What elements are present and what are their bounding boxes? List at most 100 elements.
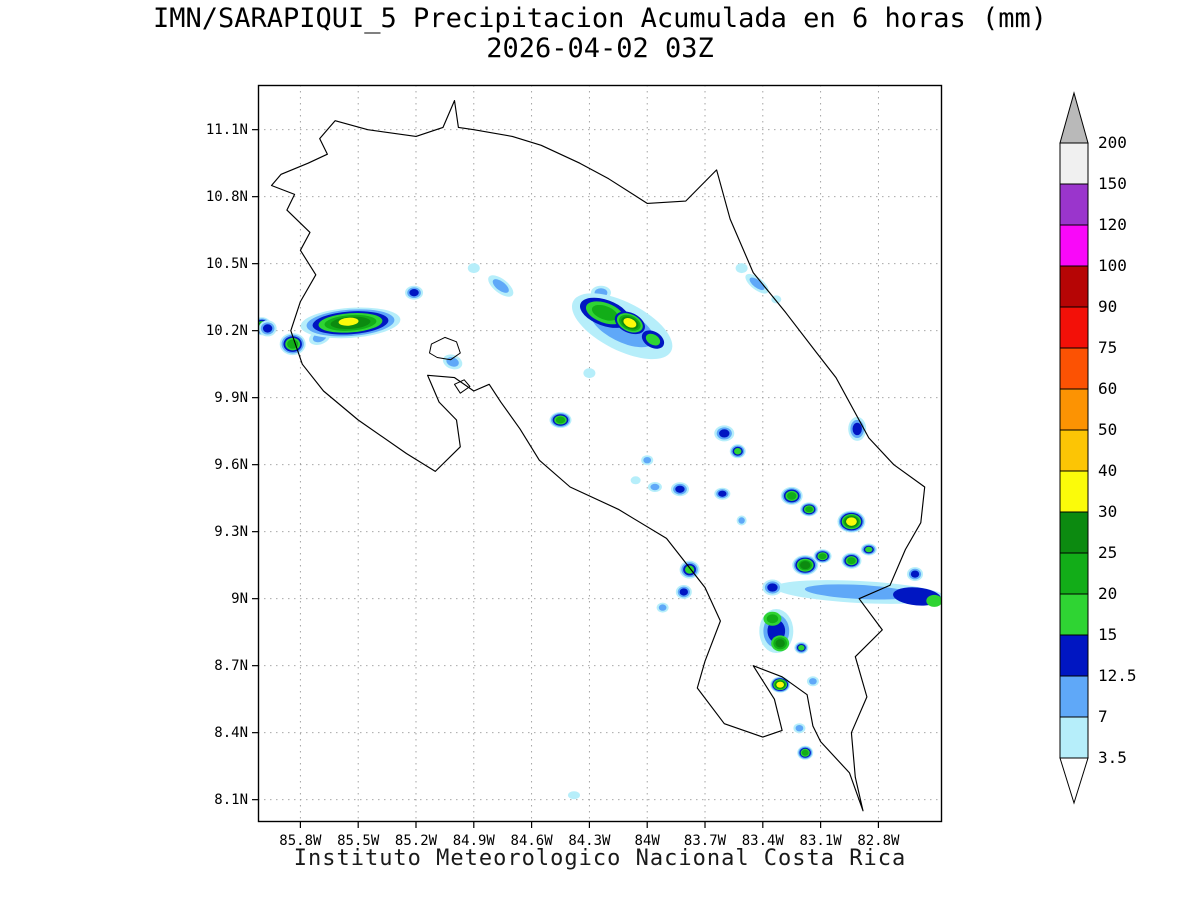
chart-subtitle: 2026-04-02 03Z [486, 33, 714, 64]
precip-contour [630, 476, 641, 485]
colorbar-segment [1059, 388, 1089, 431]
precip-contour [798, 645, 805, 651]
precip-contour [852, 422, 862, 436]
precip-contour [805, 506, 813, 513]
y-axis-label: 9N [231, 590, 248, 607]
colorbar-segment [1059, 183, 1089, 226]
colorbar-under-arrow [1059, 757, 1089, 805]
precip-contour [567, 791, 580, 800]
colorbar-over-arrow [1059, 91, 1089, 144]
precip-contour [926, 594, 942, 607]
precip-contour [818, 553, 827, 560]
x-axis-label: 84.3W [568, 833, 611, 849]
precip-contour [583, 368, 596, 379]
colorbar-segment [1059, 675, 1089, 718]
y-axis-label: 9.3N [214, 523, 248, 540]
precip-contour [766, 614, 779, 624]
precip-contour [643, 457, 652, 464]
colorbar-segment [1059, 511, 1089, 554]
x-axis-label: 83.4W [741, 833, 784, 849]
colorbar-scale [1059, 91, 1089, 805]
precip-contour [846, 517, 857, 526]
x-axis-label: 85.5W [337, 833, 380, 849]
colorbar-label: 40 [1098, 461, 1118, 480]
x-axis-label: 82.8W [857, 833, 900, 849]
precip-contour [645, 333, 661, 346]
precip-contour [865, 546, 873, 553]
precipitation-map [252, 84, 943, 828]
y-axis-label: 10.2N [205, 322, 248, 339]
precip-contour [555, 416, 566, 424]
colorbar-segment [1059, 224, 1089, 267]
colorbar-segment [1059, 142, 1089, 185]
y-axis-label: 9.6N [214, 456, 248, 473]
precipitation-cells [258, 263, 942, 800]
colorbar-label: 20 [1098, 584, 1118, 603]
precip-contour [658, 604, 667, 611]
precip-contour [847, 557, 856, 565]
colorbar-label: 12.5 [1098, 666, 1137, 685]
x-axis-label: 84.6W [510, 833, 553, 849]
precip-contour [767, 583, 778, 592]
x-axis-label: 83.7W [683, 833, 727, 849]
precip-contour [623, 318, 637, 328]
colorbar-segment [1059, 593, 1089, 636]
colorbar-segment [1059, 265, 1089, 308]
precip-contour [775, 639, 785, 648]
colorbar-segment [1059, 429, 1089, 472]
colorbar-label: 60 [1098, 379, 1118, 398]
island-outline [454, 379, 471, 394]
plot-frame [257, 84, 943, 823]
y-axis-label: 9.9N [214, 389, 248, 406]
x-axis-label: 83.1W [799, 833, 842, 849]
x-axis-label: 84.9W [452, 833, 495, 849]
precip-contour [719, 429, 730, 438]
colorbar-label: 50 [1098, 420, 1118, 439]
colorbar-label: 3.5 [1098, 748, 1127, 767]
precip-contour [262, 324, 273, 333]
precip-contour [735, 263, 748, 274]
colorbar-label: 90 [1098, 297, 1118, 316]
graticule [258, 85, 942, 822]
colorbar-label: 100 [1098, 256, 1127, 275]
colorbar-label: 150 [1098, 174, 1127, 193]
colorbar-label: 30 [1098, 502, 1118, 521]
colorbar-label: 120 [1098, 215, 1127, 234]
colorbar-label: 25 [1098, 543, 1118, 562]
precip-contour [338, 317, 359, 326]
x-axis-label: 84W [634, 833, 660, 849]
colorbar-segment [1059, 634, 1089, 677]
precip-contour [650, 483, 660, 491]
precip-contour [679, 588, 688, 596]
map-plot-area: 85.8W 85.5W 85.2W 84.9W 84.6W 84.3W 84W 83.7W 83… [206, 84, 943, 849]
precip-contour [795, 725, 804, 732]
y-axis-label: 8.7N [214, 657, 248, 674]
colorbar-segment [1059, 306, 1089, 349]
precip-contour [718, 490, 727, 497]
y-axis-label: 8.1N [214, 791, 248, 808]
footer-attribution: Instituto Meteorologico Nacional Costa R… [293, 846, 907, 871]
costa-rica-outline [270, 100, 926, 812]
colorbar-segment [1059, 552, 1089, 595]
precip-contour [809, 678, 817, 685]
precip-contour [800, 561, 811, 570]
precip-contour [409, 289, 419, 297]
x-axis-label: 85.2W [394, 833, 438, 849]
y-axis-label: 11.1N [205, 121, 248, 138]
precip-contour [804, 584, 914, 600]
lake-outline [429, 336, 461, 361]
precip-contour [801, 749, 809, 756]
precip-contour [675, 485, 685, 493]
precip-contour [749, 277, 765, 291]
colorbar-label: 200 [1098, 133, 1127, 152]
colorbar-segment [1059, 716, 1089, 759]
y-axis-label: 10.8N [205, 188, 248, 205]
precip-contour [910, 570, 920, 578]
precip-contour [467, 263, 480, 274]
colorbar-label: 15 [1098, 625, 1118, 644]
y-axis-label: 8.4N [214, 724, 248, 741]
precip-contour [591, 304, 618, 321]
precip-contour [734, 448, 742, 455]
chart-title: IMN/SARAPIQUI_5 Precipitacion Acumulada … [152, 3, 1048, 34]
